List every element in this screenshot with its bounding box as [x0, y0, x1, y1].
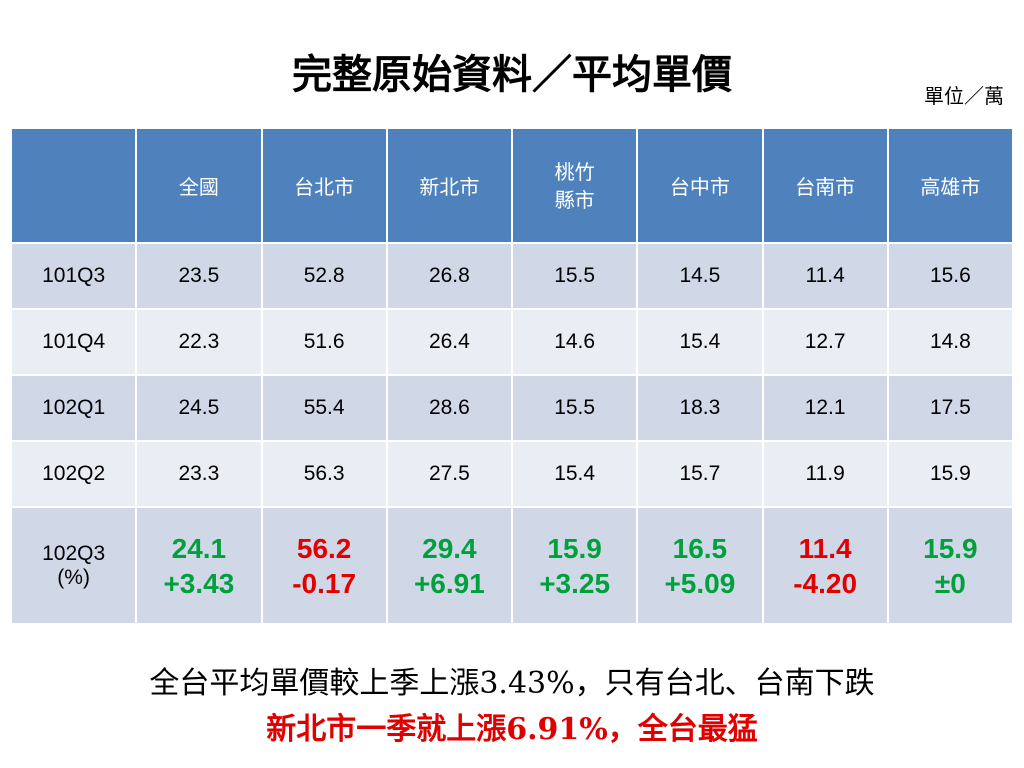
- cell: 23.3: [135, 440, 263, 508]
- cell: 15.5: [510, 374, 639, 442]
- cell: 15.9: [886, 440, 1015, 508]
- header-cell: 桃竹縣市: [510, 127, 639, 244]
- cell: 14.5: [636, 242, 764, 310]
- row-label-text: 102Q3: [42, 541, 106, 565]
- cell: 29.4 +6.91: [385, 506, 514, 625]
- cell: 11.4 -4.20: [761, 506, 889, 625]
- header-cell: 高雄市: [886, 127, 1015, 244]
- header-text: 全國: [178, 175, 219, 199]
- cell: 52.8: [260, 242, 388, 310]
- cell: 12.7: [761, 308, 889, 376]
- cell: 15.9 ±0: [886, 506, 1015, 625]
- row-unit-text: (%): [57, 565, 90, 589]
- cell: 24.1 +3.43: [135, 506, 263, 625]
- cell: 14.8: [886, 308, 1015, 376]
- header-text: 高雄市: [920, 175, 981, 199]
- cell: 27.5: [385, 440, 514, 508]
- cell: 12.1: [761, 374, 889, 442]
- change: +5.09: [664, 567, 736, 599]
- change: ±0: [934, 567, 966, 599]
- cell: 101Q3: [9, 242, 138, 310]
- value: 15.9: [547, 532, 602, 564]
- value: 56.2: [296, 532, 352, 564]
- unit-label: 單位／萬: [924, 84, 1004, 108]
- data-row: 102Q1 24.5 55.4 28.6 15.5 18.3 12.1 17.5: [9, 374, 1015, 442]
- cell: 26.4: [385, 308, 514, 376]
- cell: 16.5 +5.09: [636, 506, 764, 625]
- cell: 56.3: [260, 440, 388, 508]
- cell: 55.4: [260, 374, 388, 442]
- cell: 11.4: [761, 242, 889, 310]
- cell: 17.5: [886, 374, 1015, 442]
- header-cell: 台中市: [636, 127, 764, 244]
- value: 29.4: [422, 532, 477, 564]
- value: 11.4: [798, 532, 852, 564]
- cell: 18.3: [636, 374, 764, 442]
- change: +3.43: [163, 567, 235, 599]
- cell: 102Q2: [9, 440, 138, 508]
- cell: 15.9 +3.25: [510, 506, 639, 625]
- data-row: 101Q3 23.5 52.8 26.8 15.5 14.5 11.4 15.6: [9, 242, 1015, 310]
- cell: 101Q4: [9, 308, 138, 376]
- price-table: 全國 台北市 新北市 桃竹縣市 台中市 台南市 高雄市 101Q3 23.5 52.8 26.8 15…: [9, 127, 1015, 625]
- title: 完整原始資料／平均單價: [292, 51, 732, 98]
- cell: 15.4: [510, 440, 639, 508]
- header-text: 台北市: [294, 175, 355, 199]
- note: 新北市一季就上漲6.91%，全台最猛: [266, 712, 758, 747]
- data-row: 102Q2 23.3 56.3 27.5 15.4 15.7 11.9 15.9: [9, 440, 1015, 508]
- header-cell: 全國: [135, 127, 263, 244]
- cell: 15.4: [636, 308, 764, 376]
- header-cell: 台北市: [260, 127, 388, 244]
- note: 全台平均單價較上季上漲3.43%，只有台北、台南下跌: [149, 666, 875, 701]
- row-label: 102Q3 (%): [9, 506, 138, 625]
- cell: 28.6: [385, 374, 514, 442]
- cell: 23.5: [135, 242, 263, 310]
- header-cell: [9, 127, 138, 244]
- change: +6.91: [413, 567, 485, 599]
- cell: 24.5: [135, 374, 263, 442]
- cell: 51.6: [260, 308, 388, 376]
- cell: 102Q1: [9, 374, 138, 442]
- header-text: 台南市: [795, 175, 856, 199]
- cell: 22.3: [135, 308, 263, 376]
- change: -4.20: [793, 567, 858, 599]
- data-row: 102Q3 (%) 24.1 +3.43 56.2 -0.17 29.4 +6.91 15.9 +…: [9, 506, 1015, 625]
- value: 15.9: [923, 532, 978, 564]
- change: +3.25: [539, 567, 611, 599]
- cell: 15.6: [886, 242, 1015, 310]
- value: 24.1: [171, 532, 227, 564]
- header-cell: 台南市: [761, 127, 889, 244]
- cell: 11.9: [761, 440, 889, 508]
- value: 16.5: [672, 532, 728, 564]
- change: -0.17: [292, 567, 357, 599]
- data-row: 101Q4 22.3 51.6 26.4 14.6 15.4 12.7 14.8: [9, 308, 1015, 376]
- header-text: 桃竹縣市: [554, 159, 595, 212]
- header-cell: 新北市: [385, 127, 514, 244]
- cell: 26.8: [385, 242, 514, 310]
- cell: 15.7: [636, 440, 764, 508]
- cell: 14.6: [510, 308, 639, 376]
- header-text: 台中市: [669, 175, 730, 199]
- cell: 56.2 -0.17: [260, 506, 388, 625]
- cell: 15.5: [510, 242, 639, 310]
- header-text: 新北市: [419, 175, 480, 199]
- header-row: 全國 台北市 新北市 桃竹縣市 台中市 台南市 高雄市: [9, 127, 1015, 244]
